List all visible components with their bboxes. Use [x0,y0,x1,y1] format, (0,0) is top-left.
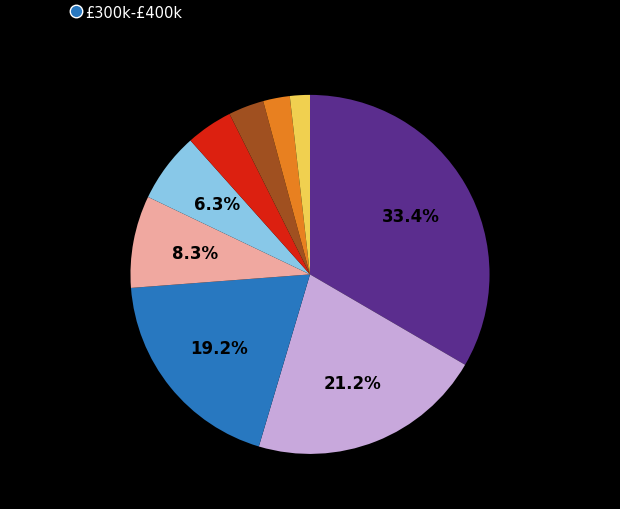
Wedge shape [259,275,465,454]
Text: 6.3%: 6.3% [193,196,240,214]
Wedge shape [263,97,310,275]
Wedge shape [190,115,310,275]
Wedge shape [310,96,490,365]
Wedge shape [229,102,310,275]
Wedge shape [131,275,310,446]
Text: 21.2%: 21.2% [324,374,382,392]
Wedge shape [130,197,310,289]
Text: 19.2%: 19.2% [190,339,248,357]
Legend: £500k-£750k, £400k-£500k, £300k-£400k, £750k-£1M, £250k-£300k, over £1M, £200k-£: £500k-£750k, £400k-£500k, £300k-£400k, £… [68,0,552,25]
Text: 8.3%: 8.3% [172,244,218,262]
Wedge shape [290,96,310,275]
Wedge shape [148,141,310,275]
Text: 33.4%: 33.4% [383,208,440,226]
